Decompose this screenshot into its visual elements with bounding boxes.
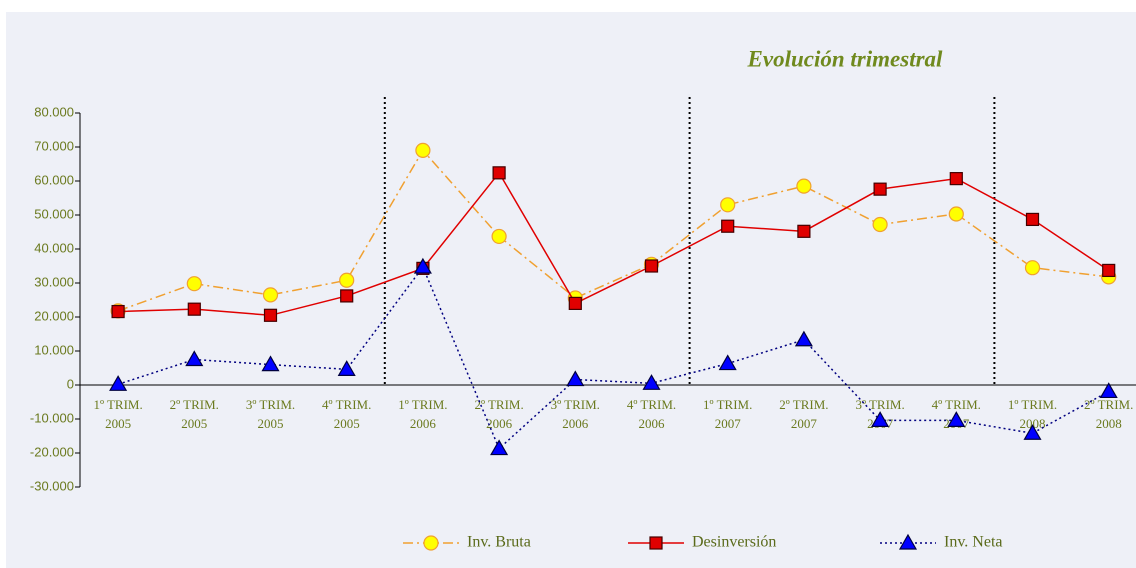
point: [339, 272, 355, 288]
point: [413, 257, 432, 274]
y-tick-label: 40.000: [34, 240, 74, 255]
point: [492, 166, 506, 180]
point: [642, 374, 661, 390]
legend-marker: [423, 535, 439, 551]
x-tick-label: 3º TRIM.: [855, 397, 904, 412]
x-tick-label: 2005: [181, 416, 207, 431]
x-tick-label: 4º TRIM.: [932, 397, 981, 412]
y-tick-label: 20.000: [34, 308, 74, 323]
point: [185, 350, 204, 367]
point: [1023, 424, 1042, 440]
point: [718, 354, 737, 371]
point: [566, 370, 585, 387]
x-tick-label: 2º TRIM.: [1084, 397, 1133, 412]
point: [1024, 260, 1041, 276]
chart-title: Evolución trimestral: [747, 46, 943, 71]
point: [947, 411, 966, 427]
point: [415, 142, 431, 158]
x-tick-label: 2º TRIM.: [779, 397, 828, 412]
y-tick-label: 50.000: [34, 206, 74, 221]
point: [187, 302, 201, 316]
point: [796, 178, 812, 194]
point: [797, 224, 811, 238]
point: [262, 287, 279, 303]
point: [872, 216, 888, 233]
legend-label: Inv. Neta: [944, 534, 1003, 551]
x-tick-label: 2005: [105, 416, 131, 431]
point: [1025, 212, 1040, 227]
point: [1102, 263, 1116, 278]
series-line: [117, 149, 1109, 312]
x-tick-label: 4º TRIM.: [627, 397, 676, 412]
x-tick-label: 3º TRIM.: [551, 397, 600, 412]
point: [263, 308, 278, 322]
point: [721, 219, 735, 233]
point: [109, 375, 128, 391]
point: [261, 355, 280, 372]
x-tick-label: 2008: [1096, 416, 1122, 431]
point: [568, 296, 582, 310]
point: [491, 228, 507, 245]
y-tick-label: 30.000: [34, 274, 74, 289]
y-tick-label: -30.000: [30, 478, 74, 493]
point: [186, 276, 202, 292]
point: [111, 304, 125, 319]
point: [490, 439, 509, 456]
point: [720, 197, 736, 213]
legend-marker: [898, 533, 918, 550]
point: [873, 182, 887, 196]
y-tick-label: 70.000: [34, 138, 74, 153]
y-tick-label: -10.000: [30, 410, 74, 425]
point: [794, 330, 813, 347]
x-tick-label: 2006: [639, 416, 666, 431]
point: [644, 259, 659, 273]
y-tick-label: 80.000: [34, 104, 74, 119]
point: [1099, 382, 1118, 399]
y-tick-label: 0: [67, 376, 74, 391]
x-tick-label: 2005: [258, 416, 284, 431]
x-tick-label: 2º TRIM.: [474, 397, 523, 412]
x-tick-label: 2006: [486, 416, 513, 431]
y-tick-label: -20.000: [30, 444, 74, 459]
legend-marker: [649, 536, 663, 550]
point: [337, 360, 356, 376]
legend-label: Desinversión: [692, 534, 776, 551]
x-tick-label: 1º TRIM.: [398, 397, 447, 412]
x-tick-label: 2007: [791, 416, 818, 431]
x-tick-label: 2008: [1020, 416, 1046, 431]
y-tick-label: 60.000: [34, 172, 74, 187]
x-tick-label: 2007: [715, 416, 742, 431]
x-tick-label: 2º TRIM.: [170, 397, 219, 412]
x-tick-label: 4º TRIM.: [322, 397, 371, 412]
point: [948, 206, 964, 222]
point: [871, 411, 890, 427]
x-tick-label: 1º TRIM.: [703, 397, 752, 412]
y-tick-label: 10.000: [34, 342, 74, 357]
x-tick-label: 1º TRIM.: [93, 397, 142, 412]
x-tick-label: 2005: [334, 416, 360, 431]
point: [340, 289, 354, 303]
x-tick-label: 2006: [562, 416, 589, 431]
series-line: [118, 171, 1110, 317]
x-tick-label: 2006: [410, 416, 437, 431]
legend-label: Inv. Bruta: [467, 534, 531, 551]
x-tick-label: 1º TRIM.: [1008, 397, 1057, 412]
point: [949, 172, 963, 186]
x-tick-label: 3º TRIM.: [246, 397, 295, 412]
